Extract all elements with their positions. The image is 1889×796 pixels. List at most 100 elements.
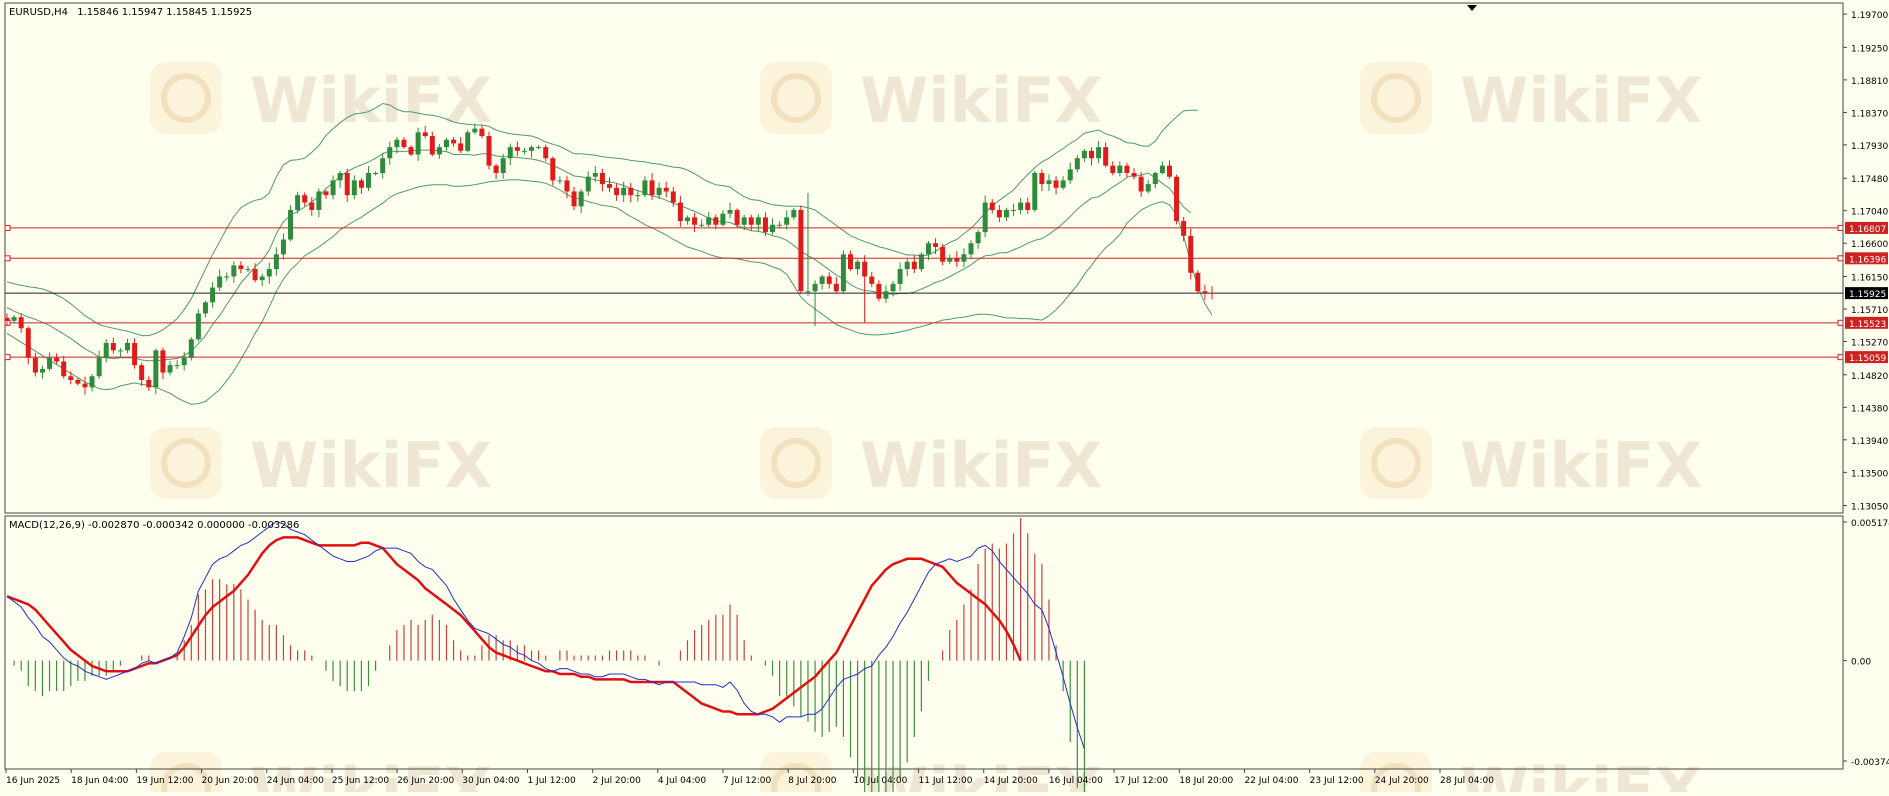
candle-body-bear xyxy=(848,254,853,270)
candle-body-bear xyxy=(989,202,995,210)
candle-body-bull xyxy=(897,269,903,284)
candle-body-bull xyxy=(1096,147,1102,159)
time-tick-label: 7 Jul 12:00 xyxy=(723,776,772,786)
watermark-badge xyxy=(1360,427,1432,499)
time-tick-label: 16 Jun 2025 xyxy=(6,776,60,786)
watermark-ring xyxy=(771,73,821,123)
watermark-badge xyxy=(760,752,832,796)
macd-tick-label: 0.005174 xyxy=(1851,519,1889,529)
candle-body-bear xyxy=(833,283,839,292)
candle-body-bear xyxy=(18,317,24,329)
level-label: 1.15523 xyxy=(1849,320,1886,330)
candle-body-bull xyxy=(777,224,783,226)
price-tick-label: 1.15710 xyxy=(1851,306,1888,316)
candle-body-bear xyxy=(422,132,428,137)
candle-body-bull xyxy=(642,180,648,196)
candle-body-bull xyxy=(855,261,861,270)
time-tick-label: 28 Jul 04:00 xyxy=(1440,776,1494,786)
candle-body-bear xyxy=(4,317,10,321)
candle-body-bull xyxy=(635,195,641,197)
watermark-badge xyxy=(760,427,832,499)
bollinger-bands xyxy=(6,102,1213,405)
watermark-ring xyxy=(161,73,211,123)
candle-body-bear xyxy=(543,147,549,159)
candle-body-bull xyxy=(840,254,846,292)
candle-body-bull xyxy=(536,147,542,149)
candle-body-bull xyxy=(89,376,95,388)
level-handle-right xyxy=(1837,224,1844,231)
candle-body-bear xyxy=(670,191,676,203)
time-tick-label: 19 Jun 12:00 xyxy=(136,776,193,786)
candle-body-bear xyxy=(344,173,350,196)
candle-body-bull xyxy=(465,132,471,151)
candle-body-bear xyxy=(514,147,520,151)
candle-body-bull xyxy=(224,276,230,278)
candle-body-bear xyxy=(1166,165,1172,177)
candle-body-bull xyxy=(443,139,449,148)
candle-body-bear xyxy=(479,128,485,137)
time-tick-label: 1 Jul 12:00 xyxy=(527,776,576,786)
candle-body-bear xyxy=(302,195,308,203)
macd-main-line xyxy=(6,520,1085,750)
time-tick-label: 2 Jul 20:00 xyxy=(593,776,642,786)
candle-body-bull xyxy=(373,173,379,174)
candle-body-bull xyxy=(741,217,747,225)
watermark-ring xyxy=(1371,763,1421,796)
candle-body-bull xyxy=(812,283,818,292)
price-panel[interactable]: 1.16807 1.16396 1.15523 1.15059 1.15925 1.19… xyxy=(4,2,1889,514)
candle-body-bull xyxy=(231,265,237,277)
candle-body-bull xyxy=(366,173,371,188)
watermark-ring xyxy=(161,438,211,488)
level-badge xyxy=(1845,252,1888,265)
candle-body-bull xyxy=(755,217,761,225)
horizontal-levels[interactable]: 1.16807 1.16396 1.15523 1.15059 1.15925 xyxy=(4,221,1888,364)
price-tick-label: 1.17930 xyxy=(1851,142,1888,152)
level-badge xyxy=(1845,221,1888,234)
candle-body-bull xyxy=(96,357,102,377)
macd-histogram xyxy=(13,518,1086,796)
candle-body-bull xyxy=(351,180,357,196)
price-axis: 1.19700 1.19250 1.18810 1.18370 1.17930 1.174… xyxy=(1843,11,1888,513)
candle-body-bear xyxy=(32,357,38,373)
macd-signal-line xyxy=(6,536,1022,716)
candle-body-bear xyxy=(238,265,244,270)
scroll-marker-icon[interactable] xyxy=(1467,5,1477,11)
time-tick-label: 16 Jul 04:00 xyxy=(1049,776,1103,786)
watermark-ring xyxy=(771,438,821,488)
candle-body-bull xyxy=(436,147,442,155)
candle-body-bull xyxy=(1117,165,1123,173)
candle-body-bear xyxy=(139,365,145,380)
candle-body-bear xyxy=(1103,147,1109,166)
candle-body-bull xyxy=(727,209,733,214)
watermark-text: WikiFX xyxy=(1460,429,1702,502)
time-tick-label: 4 Jul 04:00 xyxy=(658,776,707,786)
price-tick-label: 1.19700 xyxy=(1851,11,1888,21)
price-tick-label: 1.14820 xyxy=(1851,372,1888,382)
candle-body-bull xyxy=(273,254,279,270)
candle-body-bear xyxy=(408,147,414,155)
candle-body-bear xyxy=(451,139,457,144)
candle-body-bear xyxy=(1025,202,1031,210)
macd-panel[interactable]: 0.005174 0.00 -0.003748 MACD(12,26,9) -0.0… xyxy=(4,515,1889,796)
candle-body-bull xyxy=(245,269,251,271)
macd-label: MACD(12,26,9) -0.002870 -0.000342 0.0000… xyxy=(9,520,299,531)
watermark-ring xyxy=(1371,438,1421,488)
watermark-text: WikiFX xyxy=(860,429,1102,502)
candle-body-bear xyxy=(1089,150,1094,159)
candle-body-bull xyxy=(181,357,187,366)
candle-body-bull xyxy=(684,217,690,222)
candle-body-bear xyxy=(1039,173,1045,185)
candle-body-bear xyxy=(869,276,875,284)
wikifx-logo-icon: WikiFX xyxy=(150,427,492,502)
candle-body-bull xyxy=(1046,180,1052,185)
candle-body-bear xyxy=(110,343,116,351)
symbol-text: EURUSD,H4 xyxy=(9,7,68,18)
wikifx-logo-icon: WikiFX xyxy=(150,752,492,796)
watermark-text: WikiFX xyxy=(250,64,492,137)
watermark-badge xyxy=(150,752,222,796)
candle-body-bull xyxy=(1145,184,1151,192)
candle-body-bear xyxy=(649,180,655,196)
price-tick-label: 1.13940 xyxy=(1851,437,1888,447)
